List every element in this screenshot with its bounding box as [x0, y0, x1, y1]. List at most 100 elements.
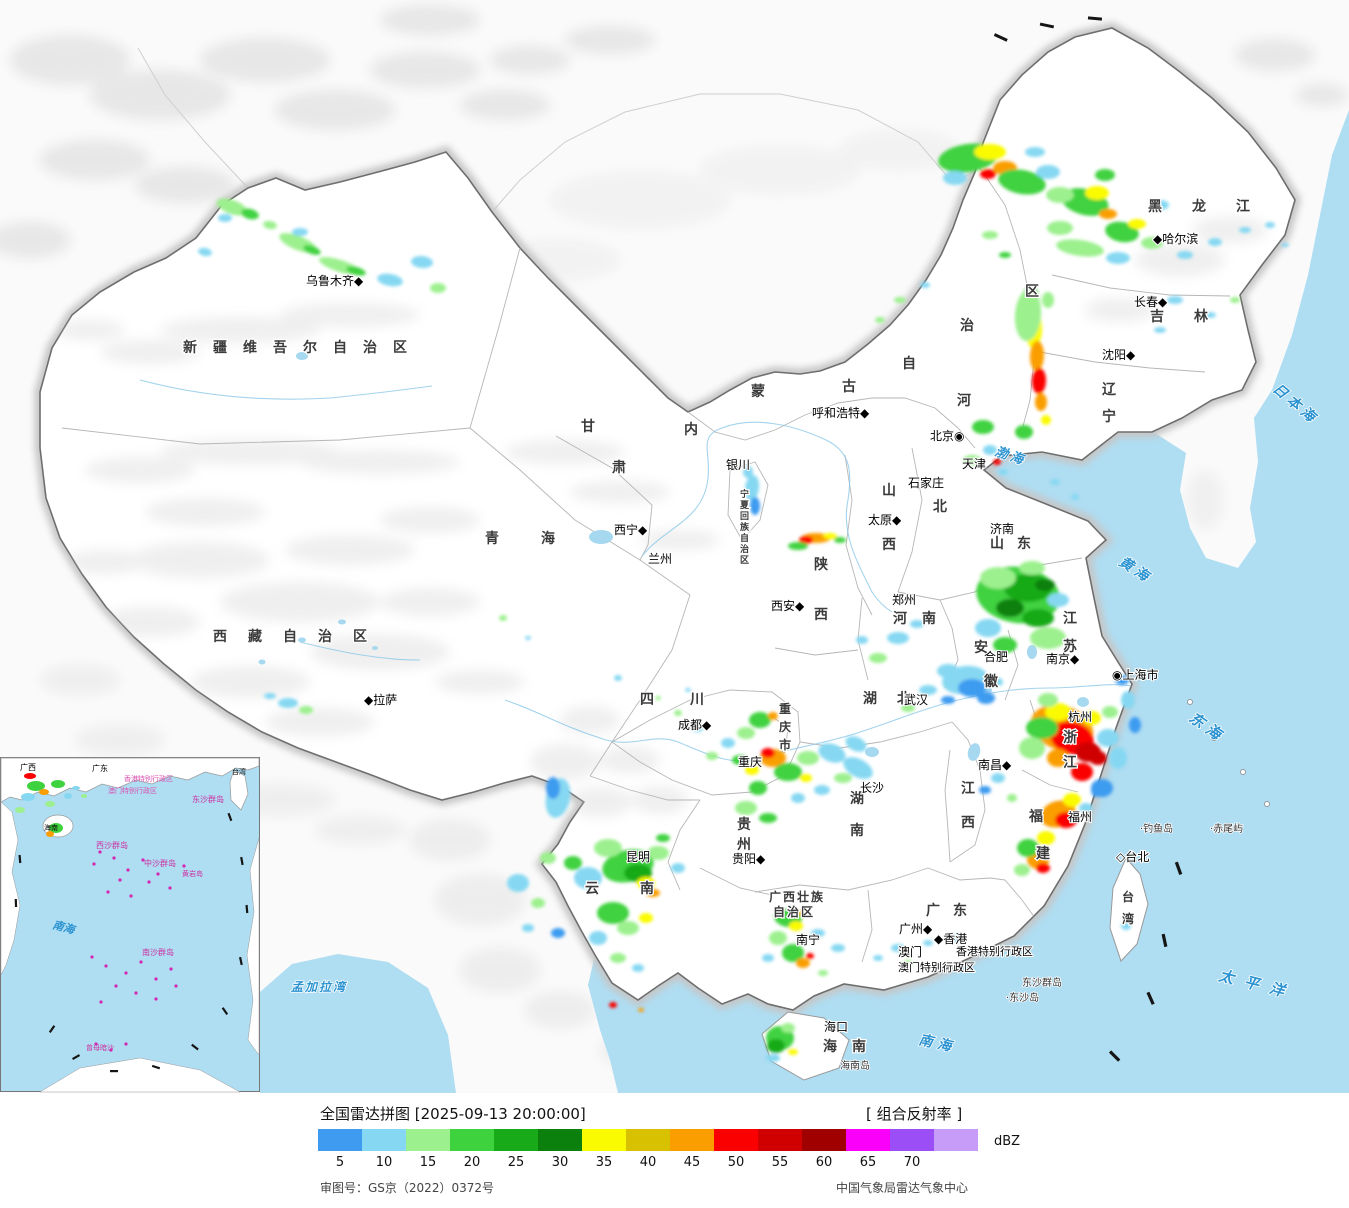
- radar-echo: [1035, 393, 1047, 411]
- radar-echo: [987, 677, 1003, 687]
- radar-echo: [1128, 219, 1146, 229]
- radar-echo: [1026, 717, 1058, 739]
- radar-echo: [797, 751, 819, 765]
- city-label: 南昌◆: [978, 757, 1012, 772]
- radar-echo: [1265, 222, 1275, 228]
- radar-echo: [980, 567, 1016, 589]
- radar-echo: [1109, 747, 1127, 769]
- reef-mark: [106, 890, 110, 894]
- inset-borneo: [39, 1057, 241, 1093]
- province-label: 自: [902, 355, 916, 372]
- qinghai-lake: [589, 530, 613, 544]
- radar-echo: [411, 255, 433, 269]
- radar-echo: [982, 231, 998, 239]
- radar-echo: [24, 773, 36, 779]
- province-label: 四川: [640, 692, 740, 708]
- inset-island-label: 南沙群岛: [142, 947, 174, 957]
- radar-echo: [834, 537, 846, 543]
- city-label: 天津: [962, 457, 986, 471]
- radar-echo: [525, 636, 531, 640]
- radar-echo: [81, 794, 87, 798]
- radar-echo: [975, 619, 1001, 637]
- legend-panel: 全国雷达拼图 [2025-09-13 20:00:00] [ 组合反射率 ] d…: [0, 1093, 1349, 1208]
- radar-echo: [1085, 186, 1109, 200]
- city-label: 合肥: [984, 649, 1008, 664]
- radar-echo: [798, 910, 808, 916]
- radar-echo: [977, 692, 995, 704]
- inset-admin-label: 澳门特别行政区: [108, 786, 157, 795]
- province-label: 江西: [961, 780, 975, 831]
- radar-echo: [551, 928, 565, 938]
- radar-echo: [1014, 864, 1030, 876]
- province-label: 西藏自治区: [213, 628, 388, 645]
- scale-segment: [494, 1129, 538, 1151]
- inset-sea-label: 南海: [51, 918, 78, 937]
- radar-echo: [632, 964, 644, 972]
- radar-echo: [943, 171, 967, 185]
- province-label: 广东: [926, 902, 980, 919]
- city-label: 海口: [824, 1019, 848, 1034]
- radar-echo: [958, 679, 986, 697]
- radar-echo: [1017, 839, 1039, 857]
- radar-echo: [831, 944, 845, 952]
- radar-echo: [759, 813, 777, 823]
- scale-value: 60: [815, 1155, 833, 1170]
- radar-echo: [614, 675, 622, 681]
- tarim-river: [139, 379, 433, 400]
- color-scale-values: 5 10 15 20 25 30 35 40 45 50 55 60 65 70: [318, 1155, 934, 1170]
- radar-echo: [891, 944, 905, 952]
- island-label: 东沙群岛: [1022, 976, 1062, 989]
- scale-segment: [714, 1129, 758, 1151]
- radar-echo: [263, 220, 277, 230]
- radar-echo: [894, 297, 906, 303]
- radar-echo: [972, 420, 994, 434]
- province-label: 重庆市: [778, 701, 791, 752]
- reef-mark: [90, 955, 94, 959]
- radar-echo: [1007, 794, 1017, 802]
- province-label: 云南: [585, 880, 695, 897]
- city-label: 成都◆: [678, 718, 712, 732]
- radar-echo: [941, 696, 955, 704]
- color-scale-bar: [318, 1129, 978, 1151]
- reef-mark: [118, 878, 122, 882]
- china-terrain-shading: [55, 217, 1268, 817]
- province-label: 江苏: [1063, 610, 1077, 655]
- city-label: 乌鲁木齐◆: [306, 273, 364, 288]
- radar-echo: [1177, 251, 1193, 259]
- radar-echo: [1037, 831, 1055, 845]
- province-label: 蒙: [751, 383, 765, 400]
- radar-echo: [1031, 368, 1047, 394]
- radar-echo: [920, 282, 930, 288]
- city-label: ◇台北: [1116, 849, 1149, 864]
- province-label: 新疆维吾尔自治区: [183, 339, 423, 356]
- radar-echo: [1036, 165, 1060, 179]
- reef-mark: [154, 997, 158, 1001]
- admin-region-label: 澳门特别行政区: [898, 960, 975, 974]
- radar-echo: [1079, 803, 1093, 813]
- radar-echo: [655, 696, 661, 700]
- city-label: 兰州: [648, 552, 672, 566]
- inset-island-label: 西沙群岛: [96, 840, 128, 850]
- sea-label: 渤海: [993, 444, 1028, 469]
- city-label: 济南: [990, 521, 1014, 536]
- radar-echo: [767, 1039, 785, 1053]
- radar-echo: [869, 653, 887, 663]
- radar-echo: [647, 846, 669, 860]
- city-label: 银川: [726, 458, 750, 472]
- radar-echo: [218, 214, 232, 222]
- radar-echo: [788, 1049, 798, 1055]
- island-label: ·东沙岛: [1006, 991, 1039, 1004]
- province-label: 肃: [612, 459, 626, 476]
- city-label: ◆哈尔滨: [1153, 231, 1198, 246]
- radar-echo: [1208, 238, 1222, 246]
- scale-segment: [538, 1129, 582, 1151]
- reef-mark: [126, 868, 130, 872]
- inset-reef-marks: [90, 850, 186, 1052]
- inset-province-label: 广西: [20, 762, 36, 772]
- radar-echo: [1239, 227, 1251, 233]
- inset-philippines: [246, 837, 260, 1056]
